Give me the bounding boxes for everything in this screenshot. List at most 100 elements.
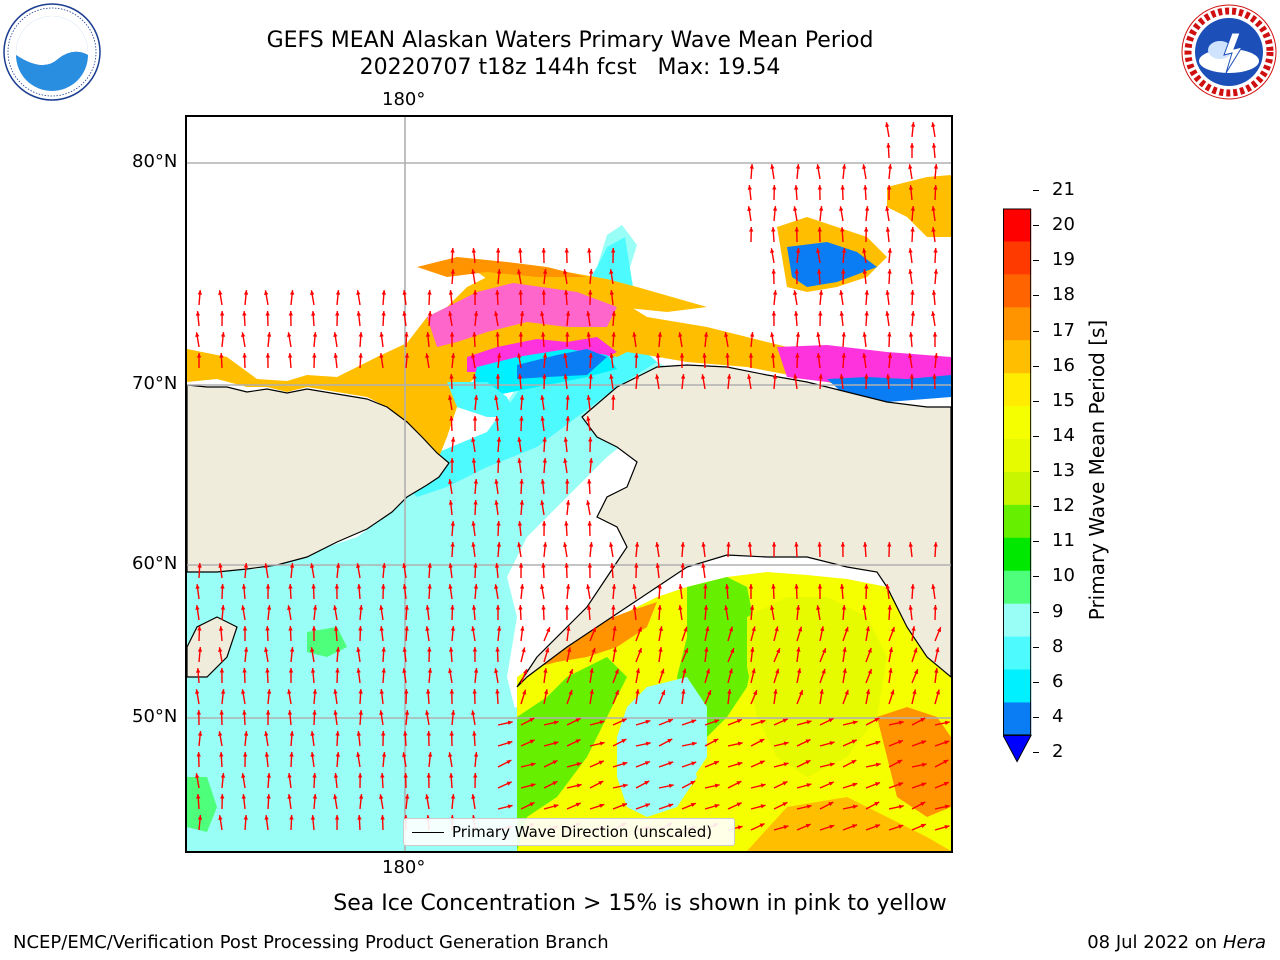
direction-arrow-head (703, 584, 708, 589)
direction-arrow-head (567, 647, 572, 653)
direction-arrow-head (724, 605, 729, 611)
direction-arrow-head (921, 782, 927, 787)
lon-label-bottom: 180° (382, 857, 426, 878)
direction-arrow-head (540, 395, 545, 400)
direction-arrow-head (912, 689, 917, 695)
direction-arrow-head (793, 374, 798, 379)
direction-arrow-head (565, 416, 570, 421)
map-panel (185, 115, 953, 853)
colorbar-tick-label: 10 (1052, 565, 1075, 587)
direction-arrow-head (898, 804, 904, 809)
direction-arrow-head (751, 668, 756, 674)
direction-arrow-head (471, 605, 477, 610)
colorbar-tick-mark (1033, 541, 1039, 543)
direction-arrow-head (473, 395, 479, 400)
direction-arrow-head (844, 626, 849, 632)
direction-arrow-head (760, 804, 766, 809)
direction-arrow-head (863, 227, 869, 232)
direction-arrow-head (910, 290, 915, 295)
direction-arrow-head (553, 741, 559, 746)
direction-arrow-head (553, 720, 559, 725)
direction-arrow-head (691, 761, 697, 766)
direction-arrow-head (357, 815, 362, 820)
direction-arrow-head (728, 626, 734, 632)
direction-arrow-head (829, 762, 835, 767)
direction-arrow-head (897, 759, 903, 764)
direction-arrow-head (943, 781, 949, 787)
direction-arrow-head (588, 290, 593, 295)
direction-arrow-head (737, 741, 743, 746)
direction-arrow-head (529, 802, 535, 807)
direction-arrow-head (587, 563, 593, 568)
direction-arrow-head (840, 227, 845, 232)
direction-arrow-head (519, 416, 524, 421)
direction-arrow-head (381, 647, 386, 652)
direction-arrow-head (908, 542, 913, 547)
direction-arrow-head (494, 395, 499, 401)
direction-arrow-head (287, 353, 293, 358)
direction-arrow-head (725, 353, 730, 358)
direction-arrow-head (357, 773, 363, 778)
direction-arrow-head (898, 720, 904, 725)
direction-arrow-head (310, 668, 316, 673)
direction-arrow-head (530, 762, 536, 767)
direction-arrow-head (621, 718, 627, 723)
direction-arrow-head (195, 773, 200, 779)
direction-arrow-head (726, 542, 731, 547)
colorbar-tick-label: 8 (1052, 635, 1064, 657)
direction-arrow-head (565, 311, 571, 316)
direction-arrow-head (473, 500, 478, 505)
direction-arrow-head (356, 731, 362, 736)
direction-arrow-head (657, 605, 662, 610)
direction-arrow-head (563, 269, 568, 275)
direction-arrow-head (667, 719, 673, 724)
direction-arrow-head (197, 647, 203, 652)
direction-arrow-head (542, 374, 547, 379)
direction-arrow-head (404, 605, 409, 610)
direction-arrow-head (311, 311, 316, 316)
direction-arrow-head (242, 710, 247, 715)
direction-arrow-head (266, 773, 271, 778)
direction-arrow-head (622, 761, 628, 766)
direction-arrow-head (793, 206, 798, 212)
lat-label-60n: 60°N (132, 553, 178, 574)
direction-arrow-head (471, 794, 476, 799)
direction-arrow-head (266, 794, 271, 799)
direction-arrow-head (829, 741, 835, 746)
direction-arrow-head (805, 823, 811, 828)
direction-arrow-head (356, 311, 361, 316)
direction-arrow-head (921, 740, 927, 745)
colorbar-tick-mark (1033, 225, 1039, 227)
direction-arrow-head (358, 794, 364, 799)
direction-arrow-head (265, 626, 270, 631)
direction-arrow-head (575, 802, 581, 807)
direction-arrow-head (310, 647, 315, 653)
direction-arrow-head (241, 332, 246, 338)
direction-arrow-head (545, 647, 550, 653)
direction-arrow-head (472, 290, 478, 295)
direction-arrow-head (934, 668, 939, 673)
colorbar-tick-mark (1033, 471, 1039, 472)
direction-arrow-head (472, 374, 477, 379)
direction-arrow-head (312, 773, 317, 778)
direction-arrow-head (714, 719, 720, 724)
direction-arrow-head (402, 752, 407, 758)
direction-arrow-head (840, 185, 845, 190)
direction-arrow-head (426, 773, 431, 778)
direction-arrow-head (473, 311, 479, 316)
direction-arrow-head (910, 122, 916, 127)
direction-arrow-head (931, 143, 937, 148)
direction-arrow-head (289, 815, 294, 820)
direction-arrow-head (908, 185, 914, 190)
direction-arrow-head (575, 718, 581, 723)
direction-arrow-head (749, 605, 755, 610)
lon-label-top: 180° (382, 89, 426, 110)
direction-arrow-head (632, 584, 637, 589)
direction-arrow-head (471, 710, 476, 716)
direction-arrow-head (356, 647, 361, 652)
direction-arrow-head (496, 626, 502, 631)
direction-arrow-head (588, 374, 593, 379)
direction-arrow-head (935, 689, 940, 695)
direction-arrow-head (910, 206, 916, 211)
direction-arrow-head (471, 437, 476, 443)
